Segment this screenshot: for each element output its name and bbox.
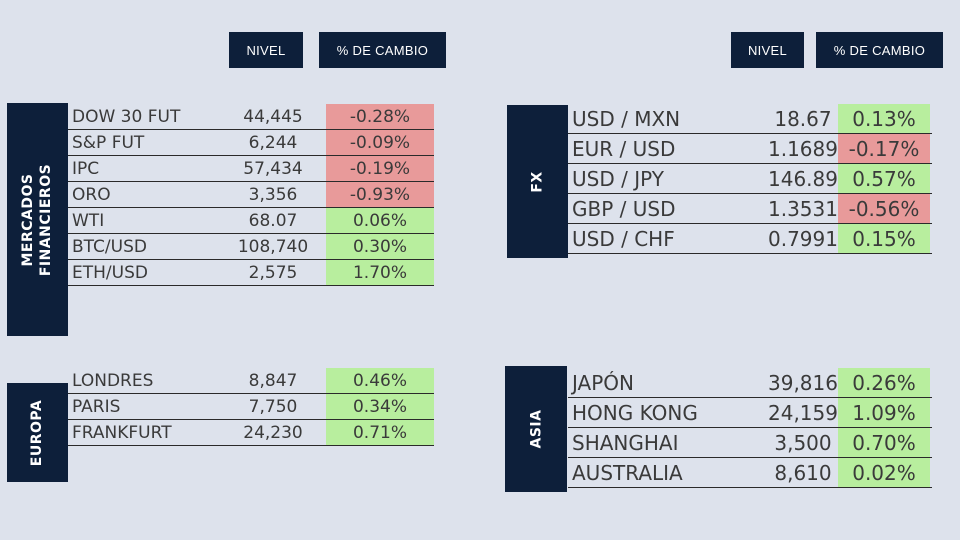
change-value: -0.28% [326,104,434,129]
change-value: 0.15% [838,224,930,253]
level-value: 7,750 [248,396,298,417]
instrument-name: HONG KONG [572,400,698,425]
level-value: 3,500 [774,430,832,455]
left-change-header: % DE CAMBIO [319,32,446,68]
level-value: 39,816 [768,370,838,395]
table-row: FRANKFURT 24,230 0.71% [68,420,434,446]
instrument-name: JAPÓN [572,370,634,395]
change-value: 0.02% [838,458,930,487]
change-value: 0.30% [326,234,434,259]
level-value: 24,230 [243,422,303,443]
level-value: 24,159 [768,400,838,425]
level-value: 0.7991 [768,226,838,251]
change-value: 1.09% [838,398,930,427]
table-row: S&P FUT 6,244 -0.09% [68,130,434,156]
change-value: 0.26% [838,368,930,397]
change-value: 0.13% [838,104,930,133]
table-row: AUSTRALIA 8,610 0.02% [568,458,932,488]
instrument-name: USD / CHF [572,226,675,251]
level-value: 1.1689 [768,136,838,161]
table-row: WTI 68.07 0.06% [68,208,434,234]
mercados-label-line1: MERCADOS [20,173,37,267]
level-value: 6,244 [248,132,298,153]
level-value: 146.89 [768,166,838,191]
table-row: SHANGHAI 3,500 0.70% [568,428,932,458]
instrument-name: USD / MXN [572,106,681,131]
fx-label: FX [507,105,568,258]
instrument-name: ETH/USD [72,262,148,283]
instrument-name: USD / JPY [572,166,664,191]
europa-label: EUROPA [7,383,68,482]
instrument-name: FRANKFURT [72,422,172,443]
level-value: 1.3531 [768,196,838,221]
table-row: IPC 57,434 -0.19% [68,156,434,182]
instrument-name: SHANGHAI [572,430,679,455]
mercados-table: DOW 30 FUT 44,445 -0.28% S&P FUT 6,244 -0.09%… [68,104,434,286]
instrument-name: DOW 30 FUT [72,106,181,127]
level-value: 44,445 [243,106,303,127]
instrument-name: IPC [72,158,100,179]
table-row: GBP / USD 1.3531 -0.56% [568,194,932,224]
instrument-name: S&P FUT [72,132,145,153]
instrument-name: LONDRES [72,370,154,391]
table-row: ETH/USD 2,575 1.70% [68,260,434,286]
table-row: DOW 30 FUT 44,445 -0.28% [68,104,434,130]
change-value: 0.70% [838,428,930,457]
table-row: USD / JPY 146.89 0.57% [568,164,932,194]
change-value: 0.06% [326,208,434,233]
europa-table: LONDRES 8,847 0.46% PARIS 7,750 0.34% FRANKFUR… [68,368,434,446]
fx-table: USD / MXN 18.67 0.13% EUR / USD 1.1689 -0.17%… [568,104,932,254]
table-row: EUR / USD 1.1689 -0.17% [568,134,932,164]
right-change-header: % DE CAMBIO [816,32,943,68]
change-value: -0.93% [326,182,434,207]
table-row: PARIS 7,750 0.34% [68,394,434,420]
instrument-name: GBP / USD [572,196,676,221]
table-row: USD / CHF 0.7991 0.15% [568,224,932,254]
table-row: HONG KONG 24,159 1.09% [568,398,932,428]
level-value: 3,356 [248,184,298,205]
fx-label-text: FX [529,170,546,193]
instrument-name: PARIS [72,396,121,417]
change-value: 1.70% [326,260,434,285]
right-level-header: NIVEL [731,32,804,68]
level-value: 108,740 [237,236,309,257]
asia-label-text: ASIA [528,409,544,449]
level-value: 8,610 [774,460,832,485]
instrument-name: ORO [72,184,111,205]
asia-label: ASIA [505,366,567,492]
europa-label-text: EUROPA [29,399,46,466]
change-value: -0.17% [838,134,930,163]
instrument-name: EUR / USD [572,136,676,161]
mercados-label-line2: FINANCIEROS [38,163,55,276]
change-value: 0.71% [326,420,434,445]
table-row: LONDRES 8,847 0.46% [68,368,434,394]
level-value: 68.07 [248,210,298,231]
left-level-header: NIVEL [229,32,303,68]
table-row: ORO 3,356 -0.93% [68,182,434,208]
change-value: -0.19% [326,156,434,181]
change-value: 0.46% [326,368,434,393]
asia-table: JAPÓN 39,816 0.26% HONG KONG 24,159 1.09% SHAN… [568,368,932,488]
change-value: -0.56% [838,194,930,223]
level-value: 18.67 [774,106,832,131]
instrument-name: AUSTRALIA [572,460,683,485]
instrument-name: BTC/USD [72,236,147,257]
table-row: JAPÓN 39,816 0.26% [568,368,932,398]
table-row: USD / MXN 18.67 0.13% [568,104,932,134]
level-value: 57,434 [243,158,303,179]
change-value: 0.57% [838,164,930,193]
level-value: 8,847 [248,370,298,391]
instrument-name: WTI [72,210,105,231]
change-value: 0.34% [326,394,434,419]
level-value: 2,575 [248,262,298,283]
mercados-financieros-label: MERCADOS FINANCIEROS [7,103,68,336]
table-row: BTC/USD 108,740 0.30% [68,234,434,260]
change-value: -0.09% [326,130,434,155]
